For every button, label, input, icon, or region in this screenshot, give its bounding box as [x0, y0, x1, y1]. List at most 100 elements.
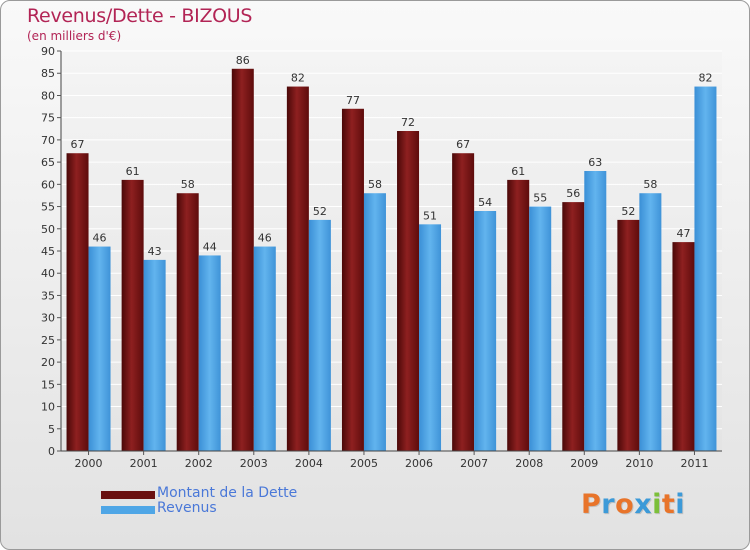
y-tick-label: 25 — [41, 334, 55, 347]
data-label: 46 — [93, 232, 107, 245]
legend-label-revenus: Revenus — [157, 500, 217, 516]
data-label: 51 — [423, 209, 437, 222]
y-tick-label: 15 — [41, 378, 55, 391]
x-axis-tick-labels: 2000 2001 2002 2003 2004 2005 2006 2007 2008 2009… — [75, 451, 708, 470]
y-tick-label: 50 — [41, 223, 55, 236]
y-tick-label: 85 — [41, 67, 55, 80]
chart-subtitle: (en milliers d'€) — [27, 29, 122, 43]
data-label: 63 — [588, 156, 602, 169]
y-tick-label: 20 — [41, 356, 55, 369]
x-tick-label: 2010 — [625, 457, 653, 470]
x-tick-label: 2002 — [185, 457, 213, 470]
revenus-bar — [694, 86, 717, 452]
data-label: 67 — [456, 138, 470, 151]
x-tick-label: 2004 — [295, 457, 323, 470]
legend-swatch-revenus — [101, 506, 155, 514]
x-tick-label: 2000 — [75, 457, 103, 470]
y-tick-label: 60 — [41, 178, 55, 191]
logo-letter: i — [675, 489, 686, 520]
y-tick-label: 90 — [41, 45, 55, 58]
data-label: 44 — [203, 240, 217, 253]
debt-bar — [672, 242, 695, 451]
bars — [66, 68, 717, 452]
data-label: 82 — [698, 72, 712, 85]
data-label: 47 — [676, 227, 690, 240]
y-tick-label: 35 — [41, 289, 55, 302]
logo-letter: x — [634, 489, 653, 520]
proxiti-logo: Proxiti — [581, 489, 685, 520]
x-tick-label: 2005 — [350, 457, 378, 470]
revenus-bar — [363, 193, 386, 451]
revenus-bar — [88, 246, 111, 451]
data-label: 55 — [533, 192, 547, 205]
x-tick-label: 2007 — [460, 457, 488, 470]
debt-bar — [176, 193, 199, 451]
chart-title: Revenus/Dette - BIZOUS — [27, 5, 253, 27]
legend-swatch-debt — [101, 491, 155, 499]
debt-bar — [231, 68, 254, 452]
data-label: 86 — [236, 54, 250, 67]
revenus-bar — [474, 211, 497, 451]
y-tick-label: 10 — [41, 401, 55, 414]
y-tick-label: 45 — [41, 245, 55, 258]
x-tick-label: 2008 — [515, 457, 543, 470]
logo-letter: i — [652, 489, 662, 520]
x-tick-label: 2006 — [405, 457, 433, 470]
revenus-bar — [198, 255, 221, 451]
data-label: 56 — [566, 187, 580, 200]
revenus-bar — [419, 224, 442, 451]
data-label: 54 — [478, 196, 492, 209]
debt-bar — [562, 202, 585, 451]
logo-letter: r — [601, 489, 616, 520]
y-axis-tick-labels: 0 5 10 15 20 25 30 35 40 45 50 55 60 65 70 75 80 85 90 — [41, 45, 61, 458]
data-label: 58 — [643, 178, 657, 191]
y-tick-label: 0 — [48, 445, 55, 458]
x-tick-label: 2003 — [240, 457, 268, 470]
debt-bar — [397, 131, 420, 451]
revenus-bar — [308, 219, 331, 451]
x-tick-label: 2011 — [680, 457, 708, 470]
logo-letter: t — [661, 489, 676, 520]
data-label: 46 — [258, 232, 272, 245]
data-label: 52 — [313, 205, 327, 218]
y-tick-label: 30 — [41, 312, 55, 325]
debt-bar — [617, 219, 640, 451]
y-tick-label: 75 — [41, 112, 55, 125]
legend-label-debt: Montant de la Dette — [157, 485, 298, 501]
debt-bar — [286, 86, 309, 452]
revenus-bar — [529, 206, 552, 451]
revenus-bar — [639, 193, 662, 451]
data-label: 43 — [148, 245, 162, 258]
data-label: 77 — [346, 94, 360, 107]
y-tick-label: 55 — [41, 201, 55, 214]
data-label: 58 — [181, 178, 195, 191]
x-tick-label: 2001 — [130, 457, 158, 470]
debt-bar — [341, 108, 364, 452]
revenus-bar — [584, 171, 607, 451]
gridlines — [61, 50, 722, 452]
y-tick-label: 65 — [41, 156, 55, 169]
data-label: 52 — [621, 205, 635, 218]
data-label: 61 — [126, 165, 140, 178]
data-label: 61 — [511, 165, 525, 178]
data-label: 67 — [71, 138, 85, 151]
data-label: 58 — [368, 178, 382, 191]
debt-bar — [452, 153, 475, 451]
y-tick-label: 40 — [41, 267, 55, 280]
y-tick-label: 80 — [41, 89, 55, 102]
x-tick-label: 2009 — [570, 457, 598, 470]
logo-letter: P — [581, 489, 602, 520]
debt-bar — [121, 179, 144, 451]
data-label: 82 — [291, 72, 305, 85]
revenus-bar — [253, 246, 276, 451]
data-labels: 67 46 61 43 58 44 86 46 82 52 77 58 72 51 67 54 61 55 56 63… — [71, 54, 713, 258]
debt-bar — [507, 179, 530, 451]
y-tick-label: 70 — [41, 134, 55, 147]
debt-bar — [66, 153, 89, 451]
y-tick-label: 5 — [48, 423, 55, 436]
logo-letter: o — [615, 489, 635, 520]
data-label: 72 — [401, 116, 415, 129]
revenus-bar — [143, 259, 166, 451]
